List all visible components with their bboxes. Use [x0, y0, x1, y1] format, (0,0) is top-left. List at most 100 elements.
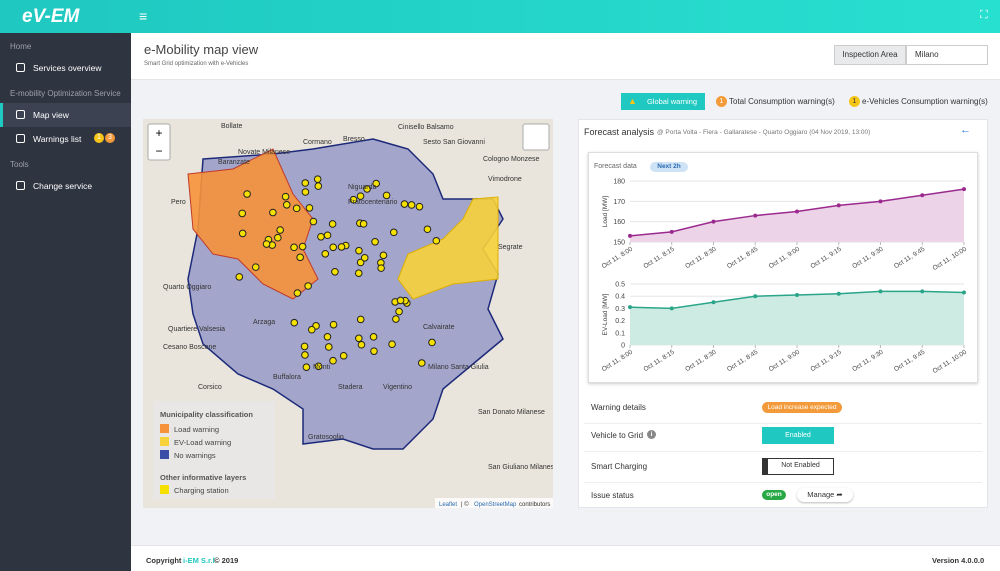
charging-station: [423, 225, 432, 234]
header: [0, 0, 1000, 33]
manage-button[interactable]: Manage ➦: [797, 488, 853, 502]
charging-station: [377, 264, 385, 272]
x-tick-label: Oct 11, 9:45: [893, 349, 927, 374]
charging-station: [329, 320, 338, 329]
charging-station: [304, 282, 312, 290]
warning-label: e-Vehicles Consumption warning(s): [862, 97, 988, 106]
smart-toggle[interactable]: Not Enabled: [762, 458, 834, 475]
sidebar-icon: [16, 134, 25, 143]
zoom-control: [147, 123, 171, 161]
charging-station: [382, 191, 391, 200]
x-tick-label: Oct 11, 9:00: [768, 349, 802, 374]
legend-title: Other informative layers: [160, 473, 246, 482]
load-warning-area: [187, 148, 319, 300]
inspection-label: Inspection Area: [834, 45, 906, 65]
map[interactable]: Bollate Baranzate Novate Milanese Cormano Br…: [143, 119, 553, 508]
charging-station: [321, 249, 330, 258]
y-tick-label: 0.5: [615, 282, 625, 289]
charging-station: [417, 359, 426, 367]
charging-station: [356, 258, 365, 267]
zoom-out: −: [155, 144, 162, 158]
back-button[interactable]: ←: [960, 124, 971, 136]
x-tick-label: Oct 11, 8:00: [601, 246, 635, 271]
map-label: Cesano Boscone: [163, 344, 216, 351]
charging-station: [349, 195, 358, 204]
forecast-location: @ Porta Volta - Fiera - Gallaratese - Qu…: [657, 129, 871, 136]
charging-station: [355, 246, 363, 255]
charging-station: [282, 200, 291, 209]
point: [878, 289, 883, 294]
charging-station: [301, 188, 310, 196]
detail-row: [584, 454, 982, 483]
charging-station: [337, 243, 346, 251]
sidebar-item[interactable]: Map view: [33, 110, 69, 120]
info-icon: i: [647, 430, 656, 439]
map-label: Cinisello Balsamo: [398, 124, 454, 131]
attribution: contributors: [519, 502, 550, 508]
sidebar-item[interactable]: Warnings list: [33, 134, 82, 144]
detail-row: [584, 423, 982, 452]
map-label: Vigentino: [383, 384, 412, 391]
charging-station: [372, 179, 380, 188]
forecast-data-label: Forecast data: [594, 163, 637, 170]
charging-station: [328, 220, 337, 228]
map-label: Niguarda: [348, 184, 377, 191]
count: 1: [849, 96, 860, 107]
point: [836, 291, 841, 296]
point: [962, 187, 966, 192]
charging-station: [371, 237, 379, 246]
v2g-toggle[interactable]: Enabled: [762, 427, 834, 444]
map-label: Quartiere Valsesia: [168, 326, 225, 333]
charging-station: [359, 220, 368, 228]
charging-station: [313, 175, 322, 183]
legend-item: EV-Load warning: [174, 438, 231, 447]
charging-station: [243, 190, 251, 198]
map-label: Bresso: [343, 136, 365, 143]
sidebar-icon: [16, 110, 25, 119]
charging-station: [356, 315, 365, 324]
global-warning[interactable]: Global warning: [621, 93, 705, 110]
y-tick-label: 0: [621, 343, 625, 350]
y-tick-label: 0.4: [615, 294, 625, 301]
point: [962, 290, 966, 295]
map-label: Cormano: [303, 139, 332, 146]
charging-station: [370, 347, 378, 355]
point: [628, 233, 632, 238]
zoom-in: +: [155, 126, 162, 140]
sidebar-section: Home: [10, 42, 32, 51]
sidebar-item[interactable]: Services overview: [33, 63, 102, 73]
map-label: Sesto San Giovanni: [423, 139, 485, 146]
detail-row: [584, 483, 982, 512]
y-tick-label: 160: [613, 219, 625, 226]
count: 1: [716, 96, 727, 107]
point: [669, 306, 674, 311]
charging-station: [357, 340, 366, 349]
x-tick-label: Oct 11, 8:15: [642, 246, 676, 271]
x-tick-label: Oct 11, 9:00: [768, 246, 802, 271]
y-tick-label: 0.3: [615, 306, 625, 313]
charging-station: [389, 228, 398, 237]
version: Version 4.0.0.0: [932, 556, 985, 565]
map-label: Cologno Monzese: [483, 156, 540, 163]
menu-button[interactable]: ≡: [139, 8, 148, 24]
map-label: Novate Milanese: [238, 149, 290, 156]
warning-label: Total Consumption warning(s): [729, 97, 835, 106]
charging-station: [301, 351, 309, 359]
detail-label: Smart Charging: [591, 462, 648, 471]
map-label: Baranzate: [218, 159, 250, 166]
charging-station: [302, 363, 311, 372]
charging-station: [298, 242, 307, 251]
fullscreen-button[interactable]: ⛶: [980, 9, 988, 21]
layers-control: [522, 123, 550, 151]
x-tick-label: Oct 11, 8:45: [726, 246, 760, 271]
company-link[interactable]: i-EM S.r.l: [183, 556, 215, 565]
attribution-bg: [435, 498, 553, 508]
attribution: Leaflet: [439, 502, 457, 508]
x-tick-label: Oct 11, 8:45: [726, 349, 760, 374]
map-label: Bollate: [221, 123, 243, 130]
sidebar-item[interactable]: Change service: [33, 181, 93, 191]
point: [920, 289, 925, 294]
x-tick-label: Oct 11, 8:30: [684, 246, 718, 271]
inspection-select[interactable]: Milano: [906, 45, 988, 65]
